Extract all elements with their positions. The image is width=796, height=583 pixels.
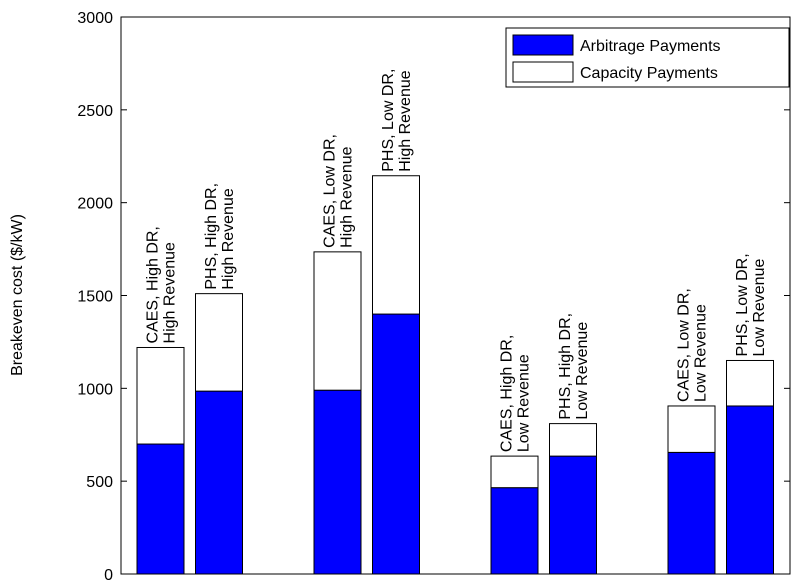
y-tick-label: 3000 — [77, 10, 113, 27]
bar-segment — [549, 423, 597, 457]
bar-segment — [136, 346, 185, 445]
bar-label: CAES, Low DR, Low Revenue — [676, 284, 710, 402]
y-axis-title: Breakeven cost ($/kW) — [9, 214, 26, 376]
bar-segment — [313, 389, 362, 575]
bar-label-line: CAES, Low DR, — [322, 130, 339, 248]
bar-label-line: CAES, Low DR, — [676, 284, 693, 402]
bar-segment — [372, 175, 420, 315]
bar-segment — [490, 487, 539, 575]
bar-segment — [372, 313, 420, 575]
bar-label: PHS, Low DR, Low Revenue — [734, 249, 768, 357]
bar-label: PHS, High DR, High Revenue — [203, 179, 237, 290]
bar-label-line: High Revenue — [220, 188, 237, 290]
legend-swatch — [512, 61, 574, 83]
bar-segment — [549, 455, 597, 575]
bar-label-line: PHS, Low DR, — [734, 249, 751, 357]
y-tick-label: 1500 — [77, 289, 113, 306]
bar-label-line: PHS, Low DR, — [380, 64, 397, 172]
bar-label-line: Low Revenue — [751, 259, 768, 357]
bar-label-line: PHS, High DR, — [557, 308, 574, 419]
bar-segment — [136, 443, 185, 575]
bar-segment — [195, 293, 243, 392]
bar-label-line: CAES, High DR, — [499, 330, 516, 452]
legend-swatch — [512, 34, 574, 56]
bar-label: PHS, Low DR, High Revenue — [380, 64, 414, 172]
bar-label-line: Low Revenue — [574, 322, 591, 420]
bar-label-line: PHS, High DR, — [203, 179, 220, 290]
bar-segment — [667, 451, 716, 575]
bar-label-line: CAES, High DR, — [145, 222, 162, 344]
y-tick-label: 500 — [86, 474, 113, 491]
legend-label: Arbitrage Payments — [580, 38, 721, 55]
bar-segment — [726, 405, 774, 575]
bar-label: CAES, High DR, High Revenue — [145, 222, 179, 344]
bar-label-line: High Revenue — [397, 70, 414, 172]
bar-label-line: Low Revenue — [516, 354, 533, 452]
bar-label: CAES, Low DR, High Revenue — [322, 130, 356, 248]
y-tick-label: 1000 — [77, 381, 113, 398]
bar-label: CAES, High DR, Low Revenue — [499, 330, 533, 452]
y-tick-label: 0 — [104, 567, 113, 583]
bar-segment — [490, 455, 539, 489]
plot-frame — [120, 16, 791, 575]
bar-label: PHS, High DR, Low Revenue — [557, 308, 591, 419]
bar-segment — [726, 359, 774, 407]
bar-label-line: High Revenue — [162, 242, 179, 344]
legend-label: Capacity Payments — [580, 65, 718, 82]
y-tick-label: 2000 — [77, 196, 113, 213]
bar-segment — [195, 390, 243, 575]
bar-segment — [667, 405, 716, 453]
y-tick-label: 2500 — [77, 103, 113, 120]
bar-label-line: Low Revenue — [693, 304, 710, 402]
bar-segment — [313, 251, 362, 391]
bar-label-line: High Revenue — [339, 146, 356, 248]
